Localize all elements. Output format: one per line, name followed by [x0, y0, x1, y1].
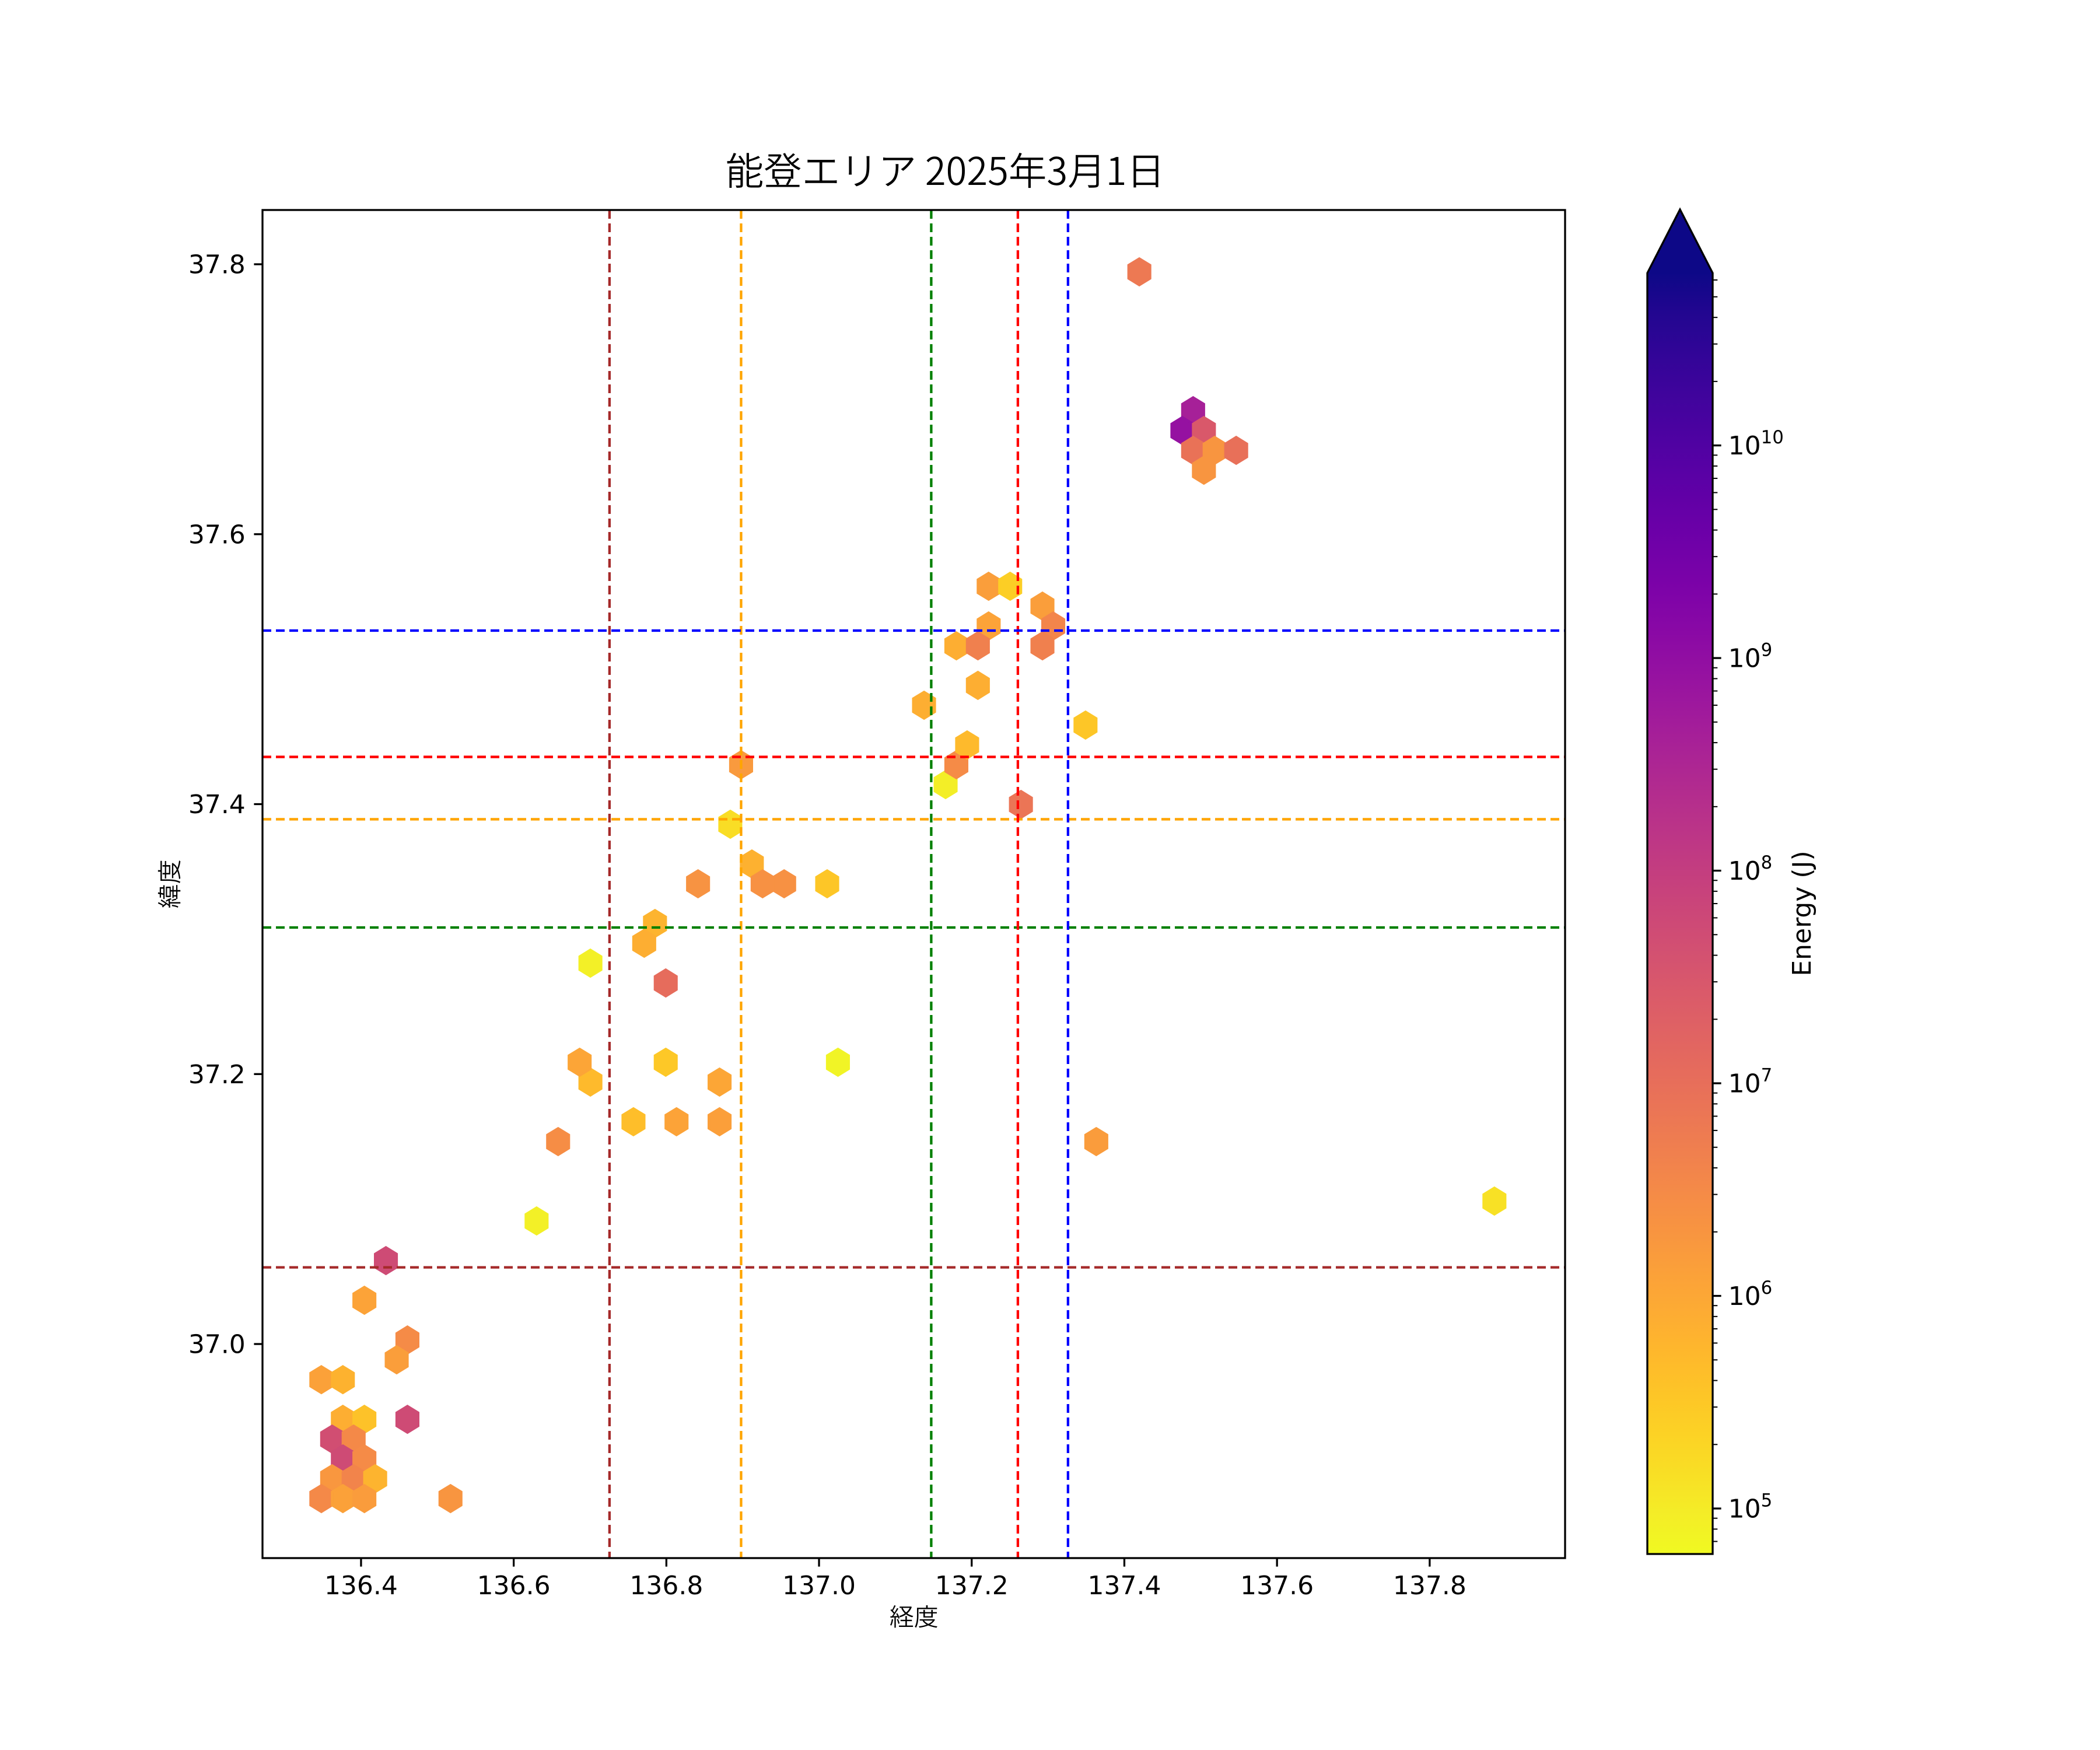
- hex-cell: [815, 869, 839, 899]
- hex-cell: [331, 1365, 355, 1395]
- colorbar-tick-label: 1010: [1728, 427, 1784, 461]
- plot-frame: [261, 209, 1566, 1559]
- hex-cell: [1073, 710, 1098, 740]
- hex-cell: [825, 1047, 850, 1077]
- crosshair-lines: [262, 210, 1565, 1558]
- hex-cell: [686, 869, 710, 899]
- colorbar-tick-label: 109: [1728, 640, 1773, 674]
- hex-cell: [1192, 455, 1216, 485]
- colorbar-outline: [1646, 207, 1714, 1555]
- axes: [254, 209, 1566, 1567]
- chart-text: 136.4 136.6 136.8 137.0 137.2 137.4 137.6 137.8…: [158, 152, 1817, 1628]
- hexbin-cells: [309, 257, 1507, 1514]
- x-tick-label: 137.0: [782, 1571, 856, 1601]
- hex-cell: [912, 690, 936, 720]
- hex-cell: [750, 869, 775, 899]
- colorbar-gradient: [1647, 272, 1713, 1554]
- y-axis-label: 緯度: [158, 860, 181, 908]
- hex-cell: [373, 1245, 398, 1276]
- y-tick-label: 37.8: [188, 250, 246, 280]
- x-axis-label-glyphs: [890, 1605, 938, 1628]
- colorbar-tick-label: 108: [1728, 852, 1773, 886]
- y-tick-label: 37.2: [188, 1060, 246, 1090]
- colorbar-tick-label: 105: [1728, 1490, 1773, 1524]
- colorbar-label: Energy (J): [1787, 850, 1817, 976]
- x-axis-label: 経度: [890, 1605, 938, 1628]
- hex-cell: [772, 869, 796, 899]
- hex-cell: [998, 571, 1023, 601]
- hex-cell: [1030, 631, 1055, 661]
- hex-cell: [524, 1206, 549, 1236]
- hex-cell: [438, 1483, 463, 1514]
- hex-cell: [309, 1483, 334, 1514]
- hex-cell: [965, 670, 990, 701]
- hex-cell: [1482, 1186, 1507, 1216]
- hex-cell: [309, 1365, 334, 1395]
- hex-cell: [653, 968, 678, 998]
- hex-cell: [568, 1047, 592, 1077]
- hex-cell: [1084, 1126, 1108, 1157]
- hex-cell: [1009, 789, 1033, 820]
- x-tick-label: 137.2: [935, 1571, 1009, 1601]
- colorbar: [1646, 207, 1721, 1555]
- x-tick-label: 137.6: [1240, 1571, 1314, 1601]
- hex-cell: [578, 948, 603, 978]
- hex-cell: [331, 1483, 355, 1514]
- y-tick-label: 37.6: [188, 520, 246, 550]
- hex-cell: [352, 1483, 377, 1514]
- hex-cell: [621, 1107, 646, 1137]
- hex-cell: [977, 571, 1001, 601]
- hex-cell: [707, 1067, 732, 1097]
- chart-title: 能登エリア 2025年3月1日: [727, 152, 1158, 188]
- hex-cell: [718, 809, 743, 839]
- hex-cell: [384, 1345, 409, 1375]
- y-tick-label: 37.0: [188, 1330, 246, 1360]
- colorbar-tick-label: 107: [1728, 1065, 1773, 1099]
- hex-cell: [664, 1107, 689, 1137]
- hex-cell: [395, 1405, 420, 1434]
- hex-cell: [546, 1126, 570, 1157]
- hex-cell: [944, 631, 969, 661]
- x-tick-label: 136.6: [477, 1571, 551, 1601]
- hex-cell: [707, 1107, 732, 1137]
- hex-cell: [653, 1047, 678, 1077]
- x-tick-label: 136.8: [629, 1571, 703, 1601]
- x-tick-label: 136.4: [324, 1571, 398, 1601]
- colorbar-tick-label: 106: [1728, 1278, 1773, 1311]
- hex-cell: [955, 730, 979, 760]
- x-tick-label: 137.4: [1087, 1571, 1161, 1601]
- hex-cell: [965, 631, 990, 661]
- chart-title-glyphs: [727, 152, 1158, 188]
- x-tick-label: 137.8: [1393, 1571, 1466, 1601]
- hex-cell: [632, 928, 656, 958]
- colorbar-extend-arrow: [1647, 209, 1713, 274]
- hex-cell: [352, 1285, 377, 1315]
- y-tick-label: 37.4: [188, 790, 246, 820]
- hex-cell: [1224, 435, 1248, 466]
- y-axis-label-glyphs: [158, 860, 181, 908]
- hex-cell: [1127, 257, 1152, 287]
